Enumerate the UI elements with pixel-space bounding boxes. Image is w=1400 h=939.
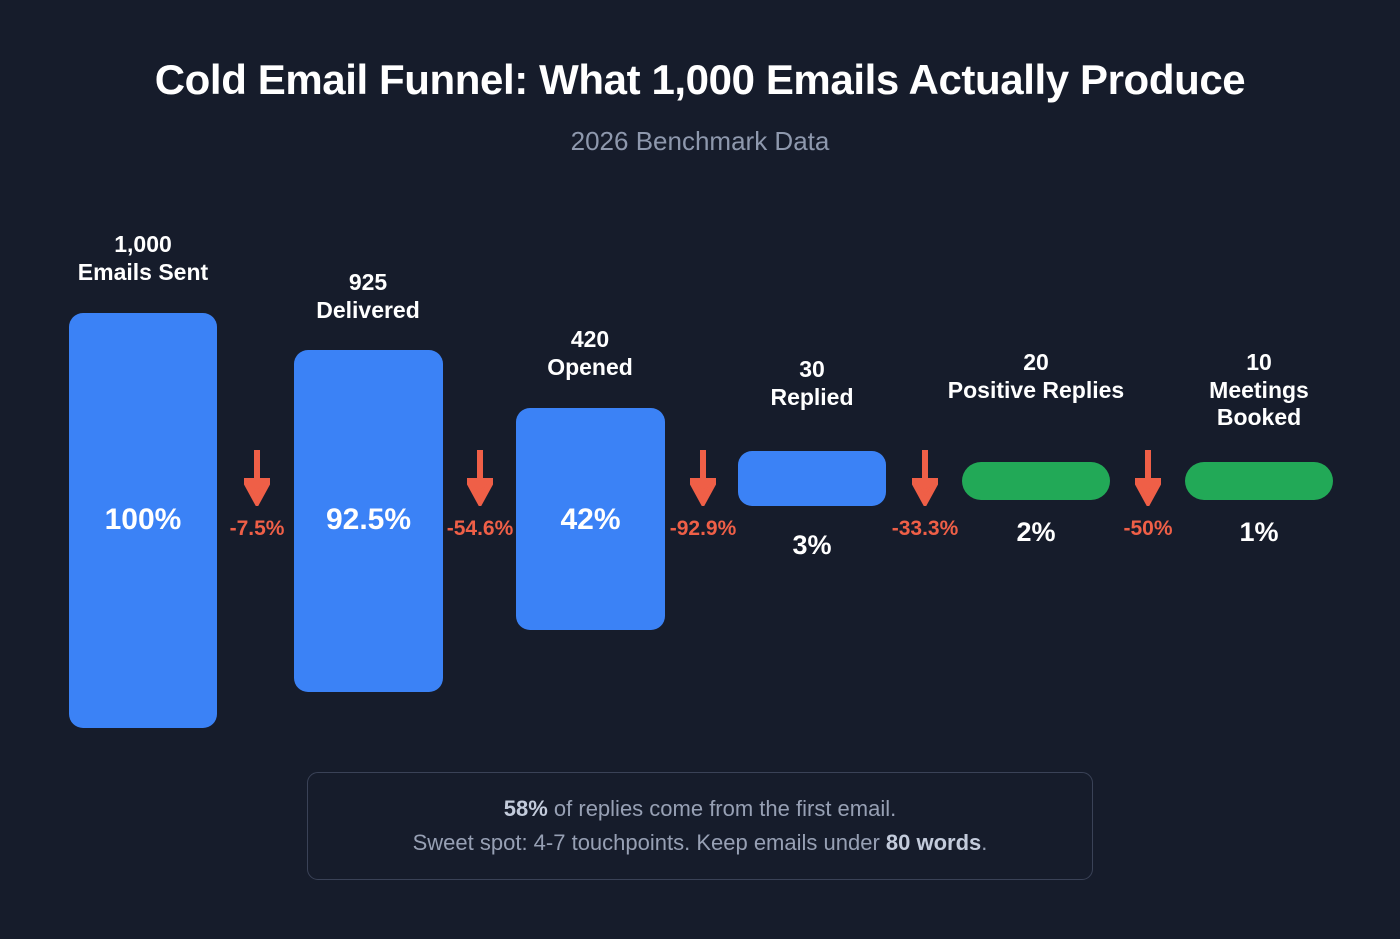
insight-line-1-strong: 58% <box>503 795 548 821</box>
bar-5 <box>1185 462 1333 500</box>
arrow-down-icon <box>912 450 938 506</box>
insight-line-2-pre: Sweet spot: 4-7 touchpoints. Keep emails… <box>412 830 886 855</box>
drop-label-0: -7.5% <box>229 517 285 540</box>
arrow-down-icon <box>690 450 716 506</box>
drop-connector-2: -92.9% <box>666 450 740 550</box>
bar-value-0: 100% <box>104 503 182 536</box>
stage-label-5: 10 Meetings Booked <box>1209 349 1309 431</box>
bar-value-2: 42% <box>560 503 621 536</box>
bar-0 <box>69 313 217 728</box>
stage-label-1: 925 Delivered <box>316 269 420 323</box>
drop-label-4: -50% <box>1123 517 1173 540</box>
drop-label-2: -92.9% <box>669 517 737 540</box>
stage-label-0: 1,000 Emails Sent <box>77 231 209 285</box>
bar-value-4: 2% <box>1016 517 1056 547</box>
stage-label-4: 20 Positive Replies <box>947 349 1125 403</box>
chart-subtitle: 2026 Benchmark Data <box>570 126 830 156</box>
bar-1 <box>294 350 443 692</box>
drop-connector-1: -54.6% <box>443 450 517 550</box>
arrow-down-icon <box>244 450 270 506</box>
bar-3 <box>738 451 886 506</box>
drop-label-1: -54.6% <box>446 517 514 540</box>
insight-line-2-post: . <box>981 830 988 855</box>
insight-callout-box: 58% of replies come from the first email… <box>307 772 1093 880</box>
drop-connector-4: -50% <box>1111 450 1185 550</box>
bar-4 <box>962 462 1110 500</box>
insight-line-2: Sweet spot: 4-7 touchpoints. Keep emails… <box>413 826 988 860</box>
stage-label-3: 30 Replied <box>770 356 854 410</box>
insight-line-2-strong: 80 words <box>885 830 982 855</box>
drop-label-3: -33.3% <box>891 517 959 540</box>
arrow-down-icon <box>1135 450 1161 506</box>
bar-2 <box>516 408 665 630</box>
arrow-down-icon <box>467 450 493 506</box>
stage-label-2: 420 Opened <box>547 326 633 380</box>
drop-connector-0: -7.5% <box>220 450 294 550</box>
bar-value-5: 1% <box>1239 517 1279 547</box>
bar-value-1: 92.5% <box>325 503 412 536</box>
insight-line-1: 58% of replies come from the first email… <box>504 792 897 826</box>
drop-connector-3: -33.3% <box>888 450 962 550</box>
chart-title: Cold Email Funnel: What 1,000 Emails Act… <box>154 56 1246 103</box>
insight-line-1-rest: of replies come from the first email. <box>547 795 897 821</box>
bar-value-3: 3% <box>792 530 832 560</box>
